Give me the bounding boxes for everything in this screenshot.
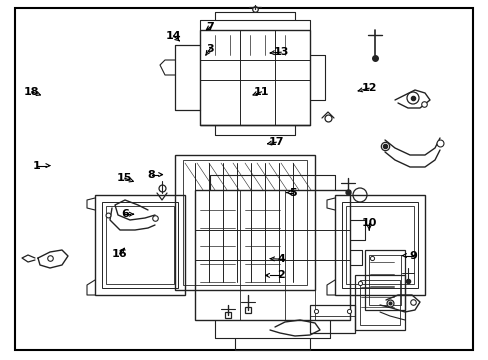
Bar <box>354 275 404 330</box>
Text: 15: 15 <box>117 173 132 183</box>
Text: 7: 7 <box>206 22 214 32</box>
Bar <box>368 255 400 305</box>
Bar <box>95 195 184 295</box>
Text: 12: 12 <box>361 83 376 93</box>
Text: 1: 1 <box>33 161 41 171</box>
Text: 17: 17 <box>268 137 284 147</box>
Bar <box>106 206 174 284</box>
Bar <box>334 195 424 295</box>
Bar <box>364 250 404 310</box>
Text: 6: 6 <box>121 209 128 219</box>
Bar <box>346 206 413 284</box>
Bar <box>200 30 309 125</box>
Text: 18: 18 <box>24 87 40 97</box>
Text: 14: 14 <box>165 31 181 41</box>
Text: 16: 16 <box>112 249 127 259</box>
Text: 10: 10 <box>361 218 376 228</box>
Bar <box>195 190 349 320</box>
Bar <box>309 305 354 333</box>
Bar <box>341 202 417 288</box>
Text: 3: 3 <box>206 44 214 54</box>
Text: 13: 13 <box>273 47 288 57</box>
Bar <box>175 155 314 290</box>
Text: 11: 11 <box>253 87 269 97</box>
Text: 5: 5 <box>289 188 297 198</box>
Bar <box>102 202 178 288</box>
Bar <box>183 160 306 285</box>
Text: 2: 2 <box>277 270 285 280</box>
Text: 9: 9 <box>408 251 416 261</box>
Text: 8: 8 <box>147 170 155 180</box>
Text: 4: 4 <box>277 254 285 264</box>
Bar <box>359 280 399 325</box>
